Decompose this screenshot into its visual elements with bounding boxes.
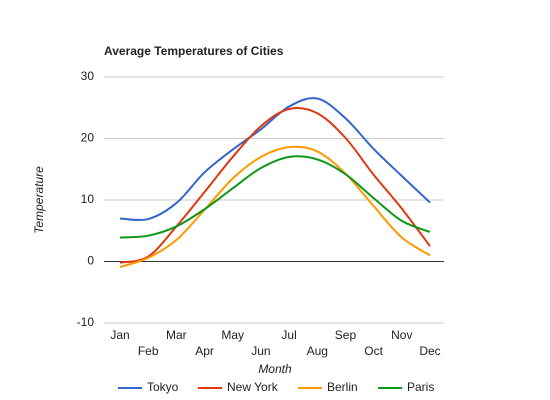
x-tick-label: Apr: [195, 344, 214, 358]
y-axis-title: Temperature: [32, 166, 46, 234]
line-series: [119, 107, 431, 264]
legend-item: Tokyo: [118, 380, 179, 394]
legend-label: Berlin: [327, 380, 358, 394]
legend-item: New York: [198, 380, 279, 394]
line-series: [119, 155, 431, 239]
x-tick-label: Sep: [335, 328, 357, 342]
line-series: [119, 97, 431, 222]
x-tick-label: Jul: [281, 328, 296, 342]
x-tick-label: Jan: [110, 328, 129, 342]
x-tick-label: May: [221, 328, 244, 342]
y-tick-label: 10: [81, 192, 95, 206]
y-tick-label: 30: [81, 69, 95, 83]
y-tick-label: 20: [81, 131, 95, 145]
x-tick-label: Aug: [307, 344, 328, 358]
y-tick-label: -10: [77, 315, 95, 329]
x-axis-title: Month: [258, 362, 292, 376]
legend-label: Tokyo: [147, 380, 179, 394]
legend-item: Berlin: [298, 380, 358, 394]
y-tick-label: 0: [87, 254, 94, 268]
legend-label: New York: [227, 380, 279, 394]
legend-item: Paris: [378, 380, 434, 394]
x-tick-label: Mar: [166, 328, 187, 342]
legend-label: Paris: [407, 380, 434, 394]
line-series: [119, 145, 431, 268]
chart-title: Average Temperatures of Cities: [104, 44, 284, 58]
x-tick-label: Nov: [391, 328, 412, 342]
x-tick-label: Dec: [419, 344, 440, 358]
x-tick-label: Oct: [364, 344, 383, 358]
x-tick-label: Feb: [138, 344, 159, 358]
x-tick-label: Jun: [251, 344, 270, 358]
